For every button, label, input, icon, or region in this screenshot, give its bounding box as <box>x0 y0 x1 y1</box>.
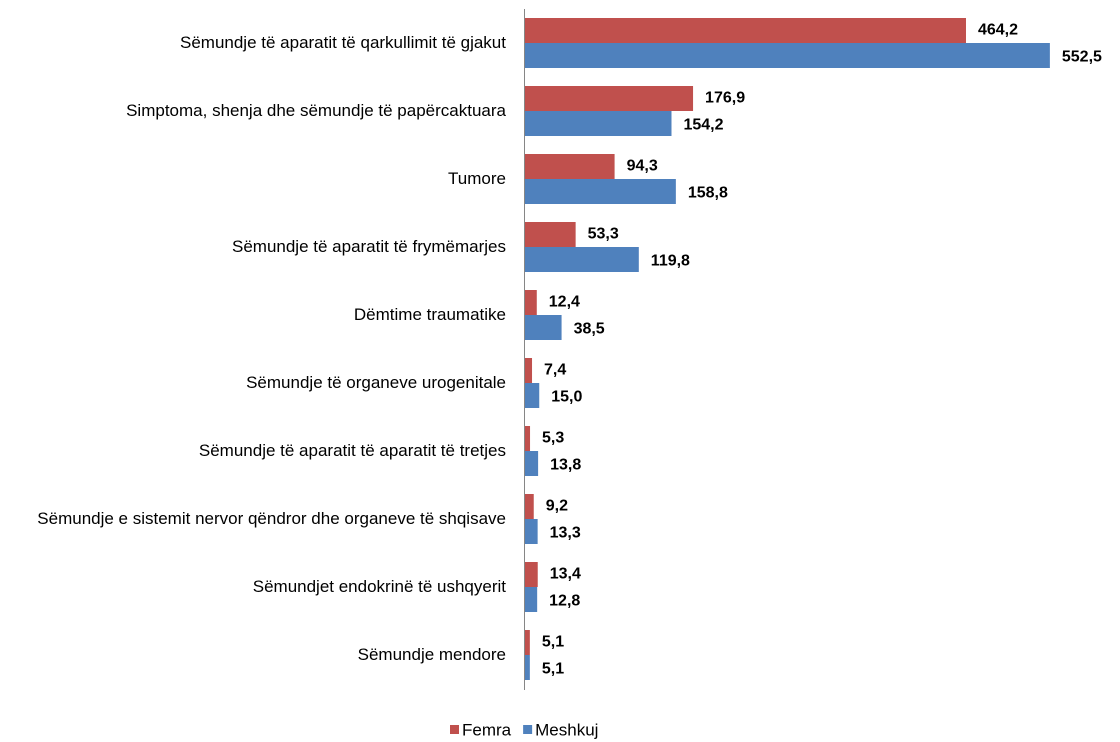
value-label: 158,8 <box>688 185 728 202</box>
value-label: 119,8 <box>651 253 690 270</box>
value-label: 5,1 <box>542 634 564 651</box>
value-label: 176,9 <box>705 90 745 107</box>
category-label: Sëmundje mendore <box>357 645 506 664</box>
bar <box>525 655 530 680</box>
bar <box>525 494 534 519</box>
value-label: 552,5 <box>1062 49 1102 66</box>
bar <box>525 315 562 340</box>
value-label: 38,5 <box>574 321 605 338</box>
bar <box>525 358 533 383</box>
bar <box>525 587 538 612</box>
bar <box>525 179 676 204</box>
category-label: Tumore <box>448 169 506 188</box>
bar <box>525 43 1050 68</box>
legend-swatch <box>523 725 533 734</box>
value-label: 154,2 <box>683 117 723 134</box>
category-label: Sëmundje të aparatit të frymëmarjes <box>231 237 506 256</box>
value-label: 12,4 <box>549 294 580 311</box>
category-label: Sëmundje të aparatit të qarkullimit të g… <box>179 33 506 52</box>
value-label: 53,3 <box>588 226 619 243</box>
value-label: 94,3 <box>627 158 658 175</box>
value-label: 13,3 <box>550 525 581 542</box>
value-label: 13,8 <box>550 457 581 474</box>
value-label: 5,3 <box>542 430 564 447</box>
bar <box>525 222 576 247</box>
bar <box>525 247 639 272</box>
value-label: 464,2 <box>978 22 1018 39</box>
bar <box>525 630 530 655</box>
legend-swatch <box>450 725 459 734</box>
bar <box>525 383 540 408</box>
bar <box>525 426 531 451</box>
category-label: Dëmtime traumatike <box>353 305 506 324</box>
bar <box>525 451 539 476</box>
value-label: 5,1 <box>542 661 564 678</box>
bar <box>525 86 694 111</box>
bar <box>525 111 672 136</box>
category-label: Sëmundjet endokrinë të ushqyerit <box>252 577 506 596</box>
value-label: 12,8 <box>549 593 580 610</box>
category-label: Simptoma, shenja dhe sëmundje të papërca… <box>126 101 506 120</box>
value-label: 15,0 <box>551 389 582 406</box>
value-label: 7,4 <box>544 362 566 379</box>
category-label: Sëmundje të organeve urogenitale <box>246 373 506 392</box>
bar <box>525 154 615 179</box>
value-label: 13,4 <box>550 566 581 583</box>
bar <box>525 562 538 587</box>
bar <box>525 519 538 544</box>
legend-label: Meshkuj <box>535 720 598 739</box>
bar <box>525 18 966 43</box>
category-label: Sëmundje të aparatit të aparatit të tret… <box>198 441 506 460</box>
category-label: Sëmundje e sistemit nervor qëndror dhe o… <box>37 509 506 528</box>
value-label: 9,2 <box>546 498 568 515</box>
bar <box>525 290 537 315</box>
legend-label: Femra <box>462 720 512 739</box>
